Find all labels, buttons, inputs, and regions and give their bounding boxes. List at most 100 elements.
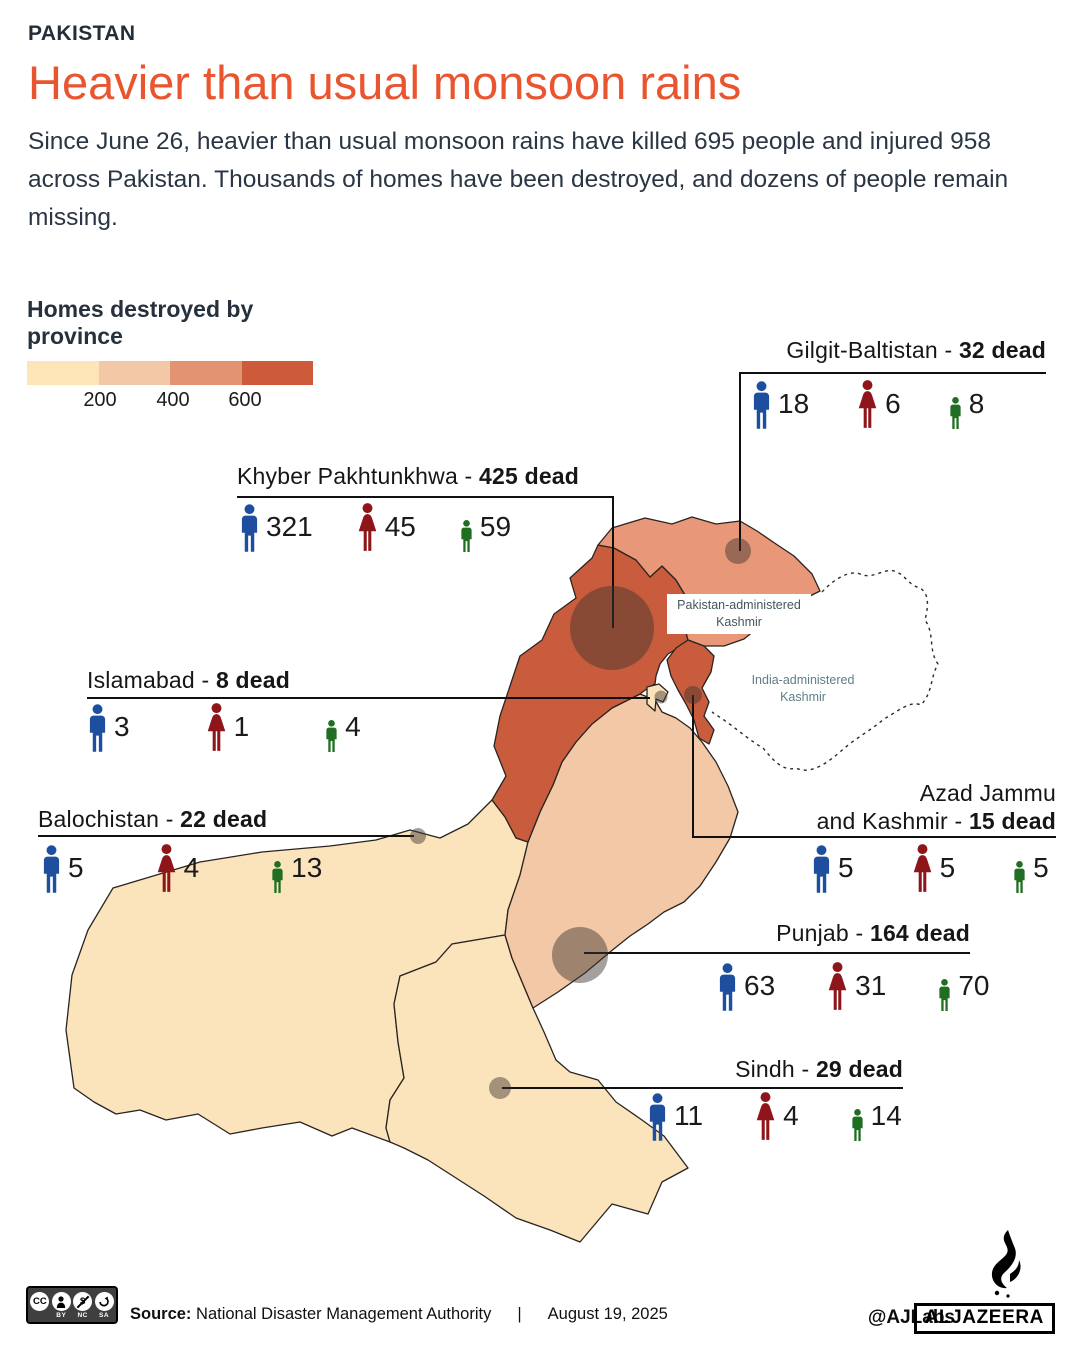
man-icon [89,704,106,752]
bubble-sindh [489,1077,511,1099]
stat-children: 5 [1013,843,1049,893]
legend-swatch-2 [98,361,170,385]
region-islamabad [646,683,669,712]
callout-stats-punjab: 63 31 70 [718,961,989,1011]
callout-stats-ajk: 5 5 5 [812,843,1049,893]
leader-kp [237,496,614,628]
legend-swatch-4 [241,361,313,385]
callout-title-gilgit: Gilgit-Baltistan - 32 dead [786,337,1046,363]
stat-children: 8 [949,379,984,429]
man-icon [753,381,770,429]
aljazeera-flame-logo [991,1230,1021,1298]
subtitle: Since June 26, heavier than usual monsoo… [28,128,1009,232]
stat-men: 63 [718,961,775,1011]
callout-title-sindh: Sindh - 29 dead [735,1056,903,1082]
leader-ajk [692,695,1056,838]
stat-men: 321 [240,502,313,552]
stat-women: 5 [912,843,955,893]
woman-icon [358,503,377,551]
man-icon [813,845,830,893]
callout-title-ajk: Azad Jammu and Kashmir - 15 dead [816,780,1056,834]
child-icon [950,397,961,429]
child-icon [461,520,472,552]
woman-icon [157,844,175,892]
legend-title: Homes destroyed by province [27,296,254,349]
callout-stats-sindh: 11 4 14 [648,1091,902,1141]
child-icon [326,720,337,752]
stat-women: 45 [357,502,416,552]
callout-stats-kp: 321 45 59 [240,502,511,552]
child-icon [1014,861,1025,893]
source-name: National Disaster Management Authority [196,1305,492,1323]
callout-title-kp: Khyber Pakhtunkhwa - 425 dead [237,463,580,489]
legend-ticks: 200 400 600 [27,385,347,411]
ajlabs-credit: @AJLabs [867,1307,955,1328]
callout-title-islamabad: Islamabad - 8 dead [87,667,291,693]
man-icon [241,504,258,552]
label-pakistan-administered-kashmir: Pakistan-administered Kashmir [668,595,810,633]
legend-swatch-1 [27,361,99,385]
callout-stats-gilgit: 18 6 8 [752,379,984,429]
callout-stats-balochistan: 5 4 13 [42,843,322,893]
publish-date: August 19, 2025 [547,1305,668,1323]
stat-men: 5 [812,843,854,893]
callout-stats-islamabad: 3 1 4 [88,702,361,752]
aljazeera-wordmark: ALJAZEERA [913,1303,1055,1334]
callout-title-punjab: Punjab - 164 dead [776,920,970,946]
stat-women: 6 [857,379,901,429]
cc-by-icon [51,1292,71,1311]
woman-icon [858,380,877,428]
bubble-punjab [552,927,608,983]
region-azad-kashmir [666,639,715,745]
stat-children: 13 [271,843,322,893]
stat-children: 4 [325,702,361,752]
stat-women: 1 [206,702,249,752]
cc-nc-icon: $ [73,1292,93,1311]
child-icon [852,1109,863,1141]
stat-children: 70 [938,961,989,1011]
bubble-kp [570,586,654,670]
cc-license-badge: CC BY $ NC SA [26,1286,118,1324]
stat-women: 4 [755,1091,799,1141]
bubble-islamabad [654,690,668,704]
stat-men: 18 [752,379,809,429]
stat-men: 3 [88,702,130,752]
bubble-balochistan [410,828,426,844]
stat-men: 11 [648,1091,703,1141]
man-icon [719,963,736,1011]
bubble-ajk [684,686,702,704]
legend-swatch-3 [170,361,242,385]
legend: Homes destroyed by province 200 400 600 [27,296,347,411]
source-label: Source: [130,1305,192,1323]
legend-swatches [27,361,347,385]
stat-children: 59 [460,502,511,552]
footer-source: Source: National Disaster Management Aut… [130,1305,668,1324]
legend-tick-200: 200 [83,389,117,411]
stat-women: 4 [156,843,199,893]
man-icon [649,1093,666,1141]
page-title: Heavier than usual monsoon rains [28,56,742,109]
legend-tick-400: 400 [156,389,190,411]
woman-icon [828,962,847,1010]
bubble-gilgit [725,538,751,564]
region-india-kashmir-border [711,569,939,771]
callout-title-balochistan: Balochistan - 22 dead [38,806,268,832]
label-india-administered-kashmir: India-administered Kashmir [751,673,855,704]
legend-tick-600: 600 [228,389,262,411]
leader-gilgit [739,372,1046,551]
stat-women: 31 [827,961,886,1011]
stat-men: 5 [42,843,84,893]
woman-icon [207,703,225,751]
header: PAKISTAN Heavier than usual monsoon rain… [28,22,1063,237]
child-icon [272,861,283,893]
man-icon [43,845,60,893]
stat-children: 14 [851,1091,902,1141]
child-icon [939,979,950,1011]
kicker: PAKISTAN [28,22,136,45]
woman-icon [913,844,931,892]
woman-icon [756,1092,775,1140]
cc-icon: CC [30,1292,50,1311]
cc-sa-icon [94,1292,114,1311]
separator: | [517,1305,522,1323]
